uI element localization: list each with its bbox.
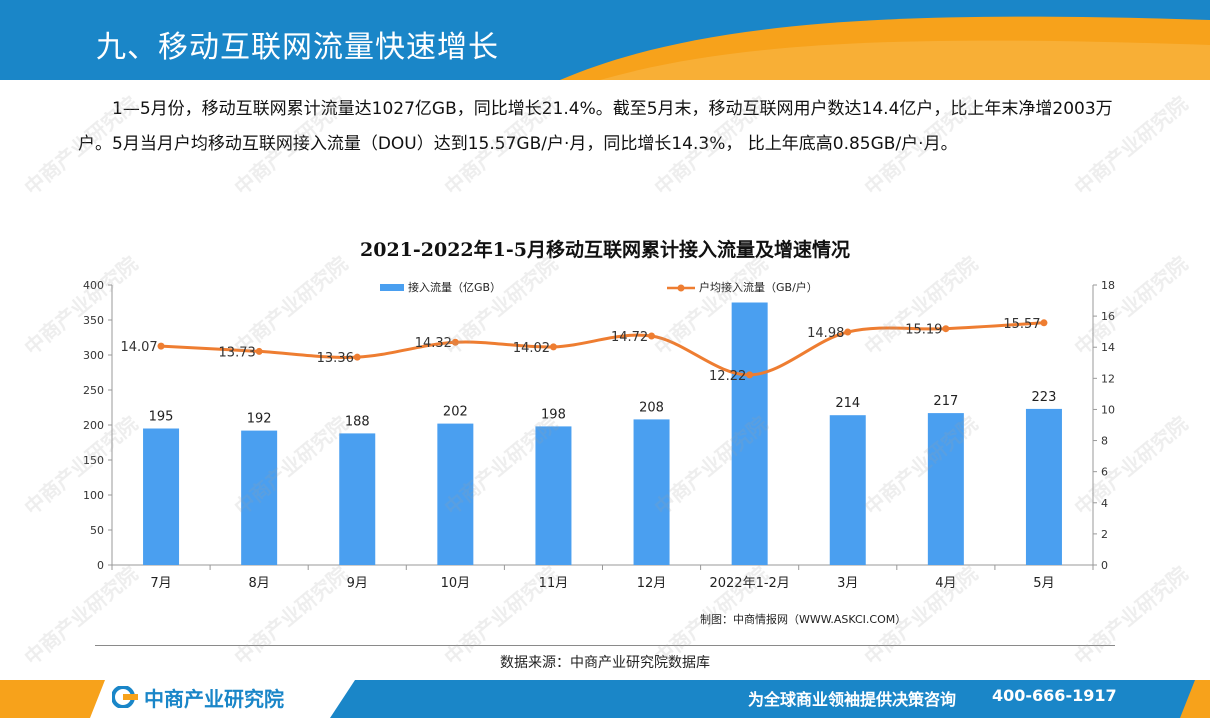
y-right-tick-label: 12	[1101, 372, 1115, 385]
x-tick-label: 4月	[935, 576, 956, 591]
y-right-tick-label: 8	[1101, 435, 1108, 448]
footer-slogan: 为全球商业领袖提供决策咨询	[748, 690, 957, 709]
y-left-tick-label: 50	[90, 524, 104, 537]
bar-data-label: 202	[443, 405, 468, 420]
bar	[633, 419, 670, 565]
intro-text: 1—5月份，移动互联网累计流量达1027亿GB，同比增长21.4%。截至5月末，…	[78, 92, 1123, 162]
x-tick-label: 2022年1-2月	[709, 576, 789, 591]
y-right-tick-label: 14	[1101, 341, 1115, 354]
line-data-label: 12.22	[709, 369, 746, 384]
line-data-label: 14.32	[415, 336, 452, 351]
legend-line-label: 户均接入流量（GB/户）	[699, 280, 818, 294]
source-divider	[95, 645, 1115, 646]
bar	[927, 413, 964, 565]
line-point	[648, 332, 656, 340]
y-right-tick-label: 4	[1101, 497, 1108, 510]
bar-data-label: 188	[345, 414, 370, 429]
line-data-label: 14.72	[611, 330, 648, 345]
x-tick-label: 3月	[837, 576, 858, 591]
line-data-label: 14.98	[807, 326, 844, 341]
intro-paragraph: 1—5月份，移动互联网累计流量达1027亿GB，同比增长21.4%。截至5月末，…	[78, 99, 1113, 154]
line-series	[160, 321, 1045, 377]
line-point	[549, 343, 557, 351]
brand-logo-group: 中商产业研究院	[112, 683, 284, 711]
x-tick-label: 11月	[539, 576, 569, 591]
line-data-label: 13.36	[317, 351, 354, 366]
brand-logo-icon	[112, 686, 138, 708]
bar-data-label: 214	[835, 396, 860, 411]
y-left-tick-label: 250	[83, 384, 104, 397]
legend-line-marker	[677, 284, 685, 292]
footer-band	[0, 680, 1210, 718]
y-right-tick-label: 2	[1101, 528, 1108, 541]
y-right-tick-label: 6	[1101, 466, 1108, 479]
line-point	[844, 328, 852, 336]
page-title: 九、移动互联网流量快速增长	[96, 30, 499, 65]
bar	[829, 415, 866, 565]
x-tick-label: 9月	[347, 576, 368, 591]
bar-data-label: 208	[639, 400, 664, 415]
chart-container: 2021-2022年1-5月移动互联网累计接入流量及增速情况 0 50 100 150…	[0, 225, 1210, 635]
y-left-tick-label: 400	[83, 279, 104, 292]
bar	[437, 423, 474, 565]
header-banner	[0, 0, 1210, 80]
line-data-label: 13.73	[219, 345, 256, 360]
chart-credit: 制图：中商情报网（WWW.ASKCI.COM）	[700, 613, 907, 626]
y-right-tick-label: 10	[1101, 403, 1115, 416]
y-right-tick-label: 0	[1101, 559, 1108, 572]
y-left-tick-label: 100	[83, 489, 104, 502]
y-left-tick-label: 150	[83, 454, 104, 467]
chart-svg: 0 50 100 150 200 250 300 350 400 0 2 4 6 8 10 12 14 16 18 7…	[83, 279, 1115, 591]
y-right-tick-label: 18	[1101, 279, 1115, 292]
bar-data-label: 195	[149, 410, 174, 425]
footer-shape	[0, 680, 1210, 718]
bar	[535, 426, 572, 565]
bar-data-label: 192	[247, 412, 272, 427]
header-shape	[0, 0, 1210, 80]
y-left-tick-label: 300	[83, 349, 104, 362]
y-left-tick-label: 350	[83, 314, 104, 327]
x-tick-label: 10月	[441, 576, 471, 591]
line-point	[353, 353, 361, 361]
line-point	[451, 338, 459, 346]
legend-bar-label: 接入流量（亿GB）	[408, 280, 501, 294]
x-tick-label: 12月	[637, 576, 667, 591]
data-source: 数据来源：中商产业研究院数据库	[500, 655, 710, 671]
bar	[731, 302, 768, 565]
bar-data-label: 198	[541, 407, 566, 422]
y-left-tick-label: 0	[97, 559, 104, 572]
line-point	[1040, 319, 1048, 327]
bar-data-label: 217	[933, 394, 958, 409]
y-left-tick-label: 200	[83, 419, 104, 432]
legend-bar-swatch	[380, 284, 404, 291]
bar	[143, 428, 180, 565]
footer-phone: 400-666-1917	[992, 686, 1117, 705]
bar	[1025, 408, 1062, 565]
line-point	[157, 342, 165, 350]
x-tick-label: 5月	[1033, 576, 1054, 591]
chart-title: 2021-2022年1-5月移动互联网累计接入流量及增速情况	[360, 239, 850, 261]
x-tick-label: 8月	[249, 576, 270, 591]
bar	[339, 433, 376, 565]
line-point	[942, 325, 950, 333]
bar	[241, 430, 278, 565]
brand-name: 中商产业研究院	[144, 686, 284, 711]
line-data-label: 15.19	[905, 323, 942, 338]
line-data-label: 15.57	[1003, 317, 1040, 332]
line-point	[746, 371, 754, 379]
bar-data-label: 223	[1032, 390, 1057, 405]
y-right-tick-label: 16	[1101, 310, 1115, 323]
line-data-label: 14.02	[513, 341, 550, 356]
line-point	[255, 347, 263, 355]
x-tick-label: 7月	[150, 576, 171, 591]
line-data-label: 14.07	[120, 340, 157, 355]
